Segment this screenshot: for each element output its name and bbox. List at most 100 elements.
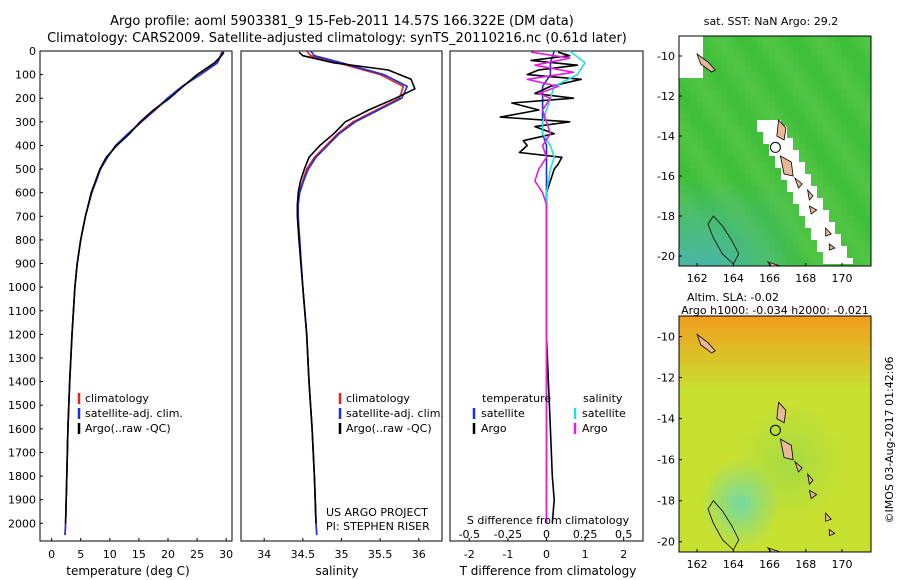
map-cell	[841, 258, 848, 265]
map-cell	[853, 508, 860, 515]
map-cell	[715, 252, 722, 259]
map-cell	[841, 240, 848, 247]
map-cell	[811, 240, 818, 247]
map-cell	[709, 484, 716, 491]
map-cell	[781, 490, 788, 497]
map-cell	[853, 84, 860, 91]
map-cell	[829, 150, 836, 157]
map-cell	[769, 84, 776, 91]
map-cell	[811, 78, 818, 85]
map-cell	[697, 346, 704, 353]
map-cell	[763, 120, 770, 127]
map-cell	[793, 102, 800, 109]
map-cell	[775, 174, 782, 181]
map-cell	[793, 394, 800, 401]
map-cell	[805, 460, 812, 467]
map-cell	[787, 96, 794, 103]
map-cell	[751, 400, 758, 407]
map-cell	[859, 96, 866, 103]
map-cell	[859, 162, 866, 169]
map-cell	[829, 252, 836, 259]
map-cell	[745, 234, 752, 241]
map-cell	[859, 156, 866, 163]
map-cell	[859, 418, 866, 425]
map-cell	[721, 424, 728, 431]
map-cell	[721, 126, 728, 133]
map-cell	[721, 364, 728, 371]
map-cell	[817, 538, 824, 545]
t-difference-tick-label: -2	[464, 548, 475, 561]
map-cell	[865, 388, 871, 395]
map-cell	[835, 346, 842, 353]
map-cell	[799, 550, 806, 552]
map-cell	[865, 544, 871, 551]
map-cell	[745, 406, 752, 413]
map-cell	[829, 96, 836, 103]
map-cell	[709, 514, 716, 521]
map-cell	[757, 36, 764, 43]
map-cell	[793, 150, 800, 157]
map-cell	[691, 334, 698, 341]
map-cell	[769, 192, 776, 199]
map-cell	[823, 328, 830, 335]
s-difference-tick-label: -0.5	[459, 528, 480, 541]
map-cell	[775, 60, 782, 67]
map-cell	[697, 442, 704, 449]
map-cell	[721, 144, 728, 151]
map-cell	[775, 364, 782, 371]
map-cell	[823, 322, 830, 329]
depth-tick-label: 900	[15, 258, 36, 271]
map-cell	[685, 502, 692, 509]
map-cell	[703, 144, 710, 151]
map-cell	[841, 550, 848, 552]
map-cell	[823, 72, 830, 79]
map-cell	[727, 228, 734, 235]
map-cell	[721, 186, 728, 193]
map-cell	[865, 364, 871, 371]
map-cell	[805, 520, 812, 527]
map-cell	[793, 400, 800, 407]
map-cell	[727, 316, 734, 323]
map-cell	[865, 72, 871, 79]
map-cell	[733, 508, 740, 515]
map-cell	[793, 526, 800, 533]
map-cell	[793, 478, 800, 485]
map-cell	[763, 42, 770, 49]
map-cell	[715, 412, 722, 419]
map-cell	[793, 180, 800, 187]
map-cell	[829, 36, 836, 43]
map-cell	[799, 222, 806, 229]
map-cell	[799, 144, 806, 151]
map-cell	[715, 228, 722, 235]
map-cell	[733, 54, 740, 61]
map-cell	[847, 376, 854, 383]
map-cell	[697, 460, 704, 467]
map-cell	[805, 316, 812, 323]
map-cell	[727, 42, 734, 49]
map-cell	[721, 526, 728, 533]
map-cell	[853, 42, 860, 49]
map-cell	[787, 246, 794, 253]
map-cell	[685, 550, 692, 552]
map-cell	[739, 168, 746, 175]
map-cell	[685, 364, 692, 371]
map-cell	[835, 502, 842, 509]
map-cell	[823, 210, 830, 217]
map-cell	[763, 198, 770, 205]
map-cell	[679, 48, 686, 55]
map-cell	[865, 460, 871, 467]
map-cell	[835, 412, 842, 419]
map-cell	[865, 478, 871, 485]
map-cell	[823, 478, 830, 485]
map-cell	[805, 216, 812, 223]
map-cell	[739, 364, 746, 371]
map-cell	[703, 174, 710, 181]
map-cell	[865, 496, 871, 503]
map-cell	[865, 526, 871, 533]
temperature-tick-label: 20	[161, 548, 175, 561]
map-cell	[721, 322, 728, 329]
map-cell	[721, 406, 728, 413]
map-cell	[715, 150, 722, 157]
map-cell	[697, 222, 704, 229]
map-cell	[697, 352, 704, 359]
